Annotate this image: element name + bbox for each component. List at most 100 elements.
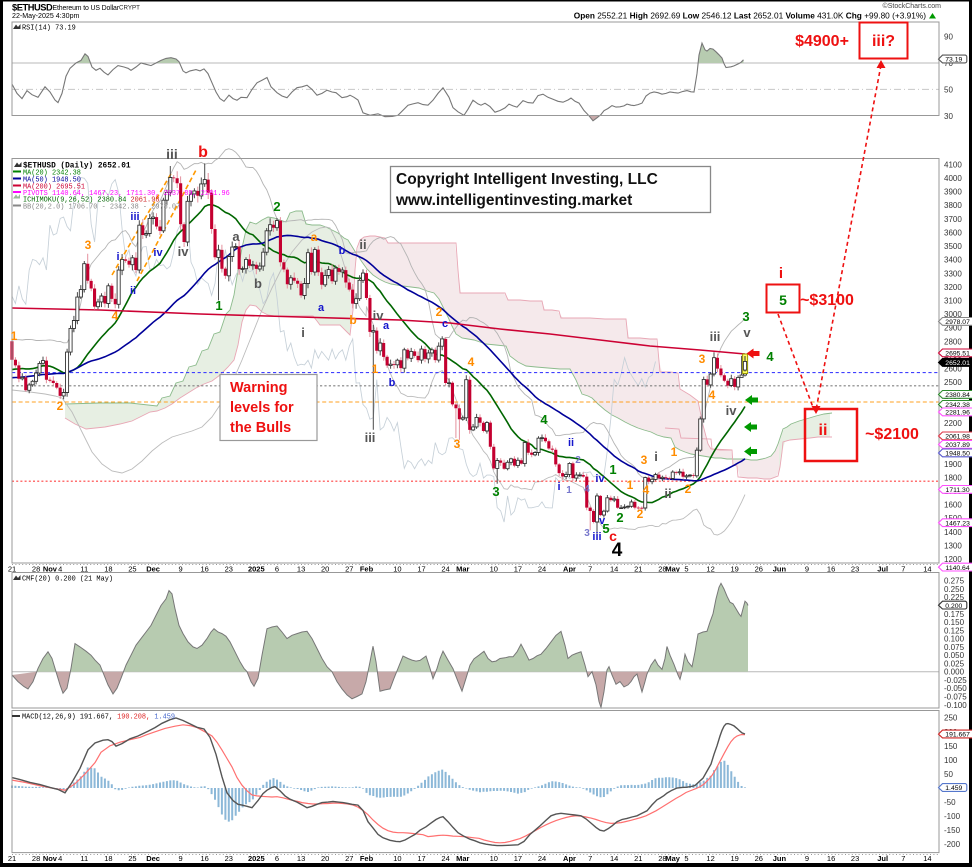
svg-text:20: 20 (321, 565, 329, 574)
svg-text:24: 24 (538, 565, 546, 574)
svg-text:1300: 1300 (944, 542, 962, 551)
svg-text:May: May (665, 854, 680, 863)
svg-text:2: 2 (273, 199, 280, 214)
svg-text:24: 24 (441, 854, 449, 863)
svg-text:0.100: 0.100 (944, 635, 965, 644)
svg-text:26: 26 (755, 565, 763, 574)
svg-text:22-May-2025 4:30pm: 22-May-2025 4:30pm (12, 12, 80, 20)
svg-text:3000: 3000 (944, 310, 962, 319)
svg-text:www.intelligentinvesting.marke: www.intelligentinvesting.market (395, 192, 632, 209)
svg-text:150: 150 (944, 742, 958, 751)
svg-text:a: a (318, 302, 325, 314)
svg-text:0.025: 0.025 (944, 659, 965, 668)
svg-text:3: 3 (584, 528, 590, 539)
svg-text:10: 10 (490, 854, 498, 863)
svg-text:b: b (254, 276, 262, 291)
svg-text:3600: 3600 (944, 228, 962, 237)
svg-text:16: 16 (827, 854, 835, 863)
svg-text:17: 17 (514, 565, 522, 574)
svg-text:Mar: Mar (456, 854, 469, 863)
svg-text:5: 5 (779, 292, 787, 308)
svg-text:7: 7 (588, 565, 592, 574)
svg-text:18: 18 (104, 854, 112, 863)
svg-text:©StockCharts.com: ©StockCharts.com (883, 2, 942, 10)
svg-text:12: 12 (706, 854, 714, 863)
svg-text:1: 1 (372, 362, 379, 376)
svg-text:a: a (311, 230, 318, 244)
svg-text:2: 2 (616, 510, 623, 525)
svg-text:2281.96: 2281.96 (945, 410, 970, 417)
svg-text:i: i (116, 251, 119, 263)
svg-text:c: c (609, 528, 617, 544)
svg-text:MA(20) 2342.38: MA(20) 2342.38 (23, 170, 81, 178)
svg-text:19: 19 (731, 565, 739, 574)
svg-text:-50: -50 (944, 798, 956, 807)
svg-text:-150: -150 (944, 826, 961, 835)
svg-text:2380.84: 2380.84 (945, 392, 970, 399)
svg-text:5: 5 (684, 854, 688, 863)
svg-text:1: 1 (671, 445, 678, 459)
svg-text:-200: -200 (944, 840, 961, 849)
svg-text:3100: 3100 (944, 297, 962, 306)
svg-text:14: 14 (610, 854, 618, 863)
svg-text:Jul: Jul (877, 854, 888, 863)
svg-text:21: 21 (8, 565, 16, 574)
svg-text:1948.50: 1948.50 (945, 451, 970, 458)
svg-text:0.175: 0.175 (944, 610, 965, 619)
svg-text:14: 14 (923, 854, 931, 863)
svg-text:4: 4 (612, 540, 623, 561)
svg-text:17: 17 (514, 854, 522, 863)
svg-text:1: 1 (215, 298, 222, 313)
svg-text:Open 2552.21 High 2692.69 Low: Open 2552.21 High 2692.69 Low 2546.12 La… (574, 11, 926, 21)
svg-text:90: 90 (944, 33, 953, 42)
svg-text:MA(200) 2695.51: MA(200) 2695.51 (23, 184, 85, 192)
svg-text:4: 4 (766, 349, 774, 364)
svg-text:$4900+: $4900+ (795, 33, 849, 50)
svg-text:21: 21 (8, 854, 16, 863)
svg-text:3900: 3900 (944, 188, 962, 197)
svg-text:27: 27 (345, 854, 353, 863)
svg-text:ii: ii (664, 486, 671, 501)
svg-text:2342.38: 2342.38 (945, 402, 970, 409)
svg-text:23: 23 (225, 854, 233, 863)
svg-text:3800: 3800 (944, 201, 962, 210)
svg-text:3700: 3700 (944, 215, 962, 224)
svg-text:4: 4 (112, 309, 119, 323)
svg-text:3: 3 (641, 453, 648, 467)
svg-text:b: b (349, 313, 356, 327)
svg-text:191.667: 191.667 (945, 732, 970, 739)
svg-text:-0.075: -0.075 (944, 693, 967, 702)
svg-text:1600: 1600 (944, 501, 962, 510)
svg-text:1: 1 (566, 485, 572, 496)
svg-text:1140.64: 1140.64 (946, 565, 970, 572)
svg-text:ii: ii (359, 237, 366, 252)
svg-text:iv: iv (373, 308, 385, 323)
svg-text:4: 4 (468, 355, 475, 369)
svg-text:4: 4 (540, 412, 548, 427)
svg-text:4100: 4100 (944, 160, 962, 169)
svg-text:0.075: 0.075 (944, 643, 965, 652)
svg-text:11: 11 (80, 854, 88, 863)
svg-text:Warning: Warning (230, 380, 287, 396)
svg-text:~$3100: ~$3100 (800, 292, 854, 309)
svg-text:ICHIMOKU(9,26,52) 2380.84 2061: ICHIMOKU(9,26,52) 2380.84 2061.98 (23, 197, 159, 205)
svg-text:2200: 2200 (944, 419, 962, 428)
svg-text:4: 4 (584, 484, 590, 495)
svg-text:2: 2 (575, 455, 581, 466)
svg-text:11: 11 (80, 565, 88, 574)
svg-text:3400: 3400 (944, 256, 962, 265)
svg-text:4: 4 (58, 854, 62, 863)
svg-text:16: 16 (201, 854, 209, 863)
svg-text:Apr: Apr (563, 565, 576, 574)
svg-text:2025: 2025 (248, 565, 265, 574)
svg-text:1900: 1900 (944, 460, 962, 469)
svg-text:70: 70 (944, 59, 953, 68)
svg-text:PIVOTS 1140.64, 1467.23, 1711.: PIVOTS 1140.64, 1467.23, 1711.30, 2037.8… (23, 190, 230, 198)
svg-text:MACD(12,26,9) 191.667, 190.208: MACD(12,26,9) 191.667, 190.208, 1.459 (22, 714, 175, 722)
svg-text:Jun: Jun (773, 854, 787, 863)
svg-text:30: 30 (944, 112, 953, 121)
svg-text:$ETHUSD (Daily) 2652.01: $ETHUSD (Daily) 2652.01 (23, 163, 131, 171)
svg-text:0.000: 0.000 (944, 668, 965, 677)
svg-text:28: 28 (658, 565, 666, 574)
svg-text:2978.07: 2978.07 (945, 319, 970, 326)
